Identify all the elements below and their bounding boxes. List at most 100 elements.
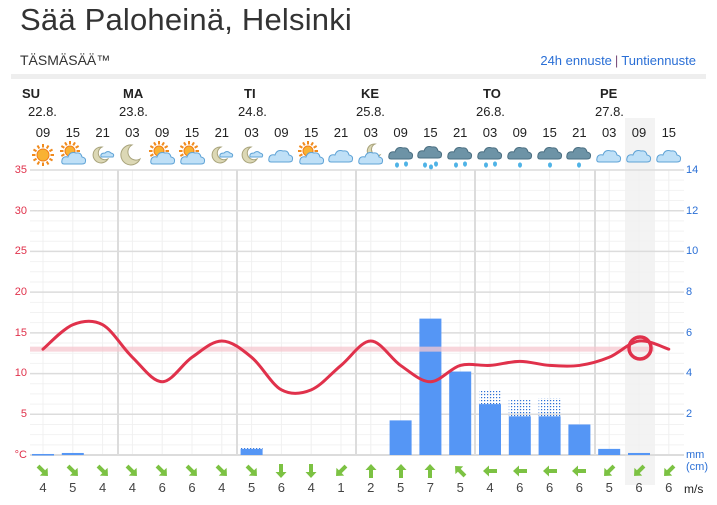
- wind-cell: 5: [386, 463, 416, 495]
- wind-speed: 5: [247, 480, 256, 495]
- day-date: 23.8.: [119, 104, 148, 119]
- wind-speed: 6: [665, 480, 673, 495]
- day-date: 25.8.: [356, 104, 385, 119]
- rain-cloud-icon: [476, 142, 504, 168]
- partly-cloudy-sun-icon: [297, 141, 325, 168]
- unit-mm-label: mm: [686, 449, 705, 461]
- page-title: Sää Paloheinä, Helsinki: [20, 2, 353, 37]
- wind-speed: 6: [516, 480, 524, 495]
- cloud-icon: [327, 142, 355, 168]
- day-date: 24.8.: [238, 104, 267, 119]
- wind-arrow-icon: [564, 463, 594, 479]
- hour-label: 15: [184, 125, 200, 140]
- wind-cell: 4: [296, 463, 326, 495]
- wind-cell: 2: [356, 463, 386, 495]
- wind-arrow-icon: [207, 463, 237, 479]
- moon-icon: [118, 142, 146, 168]
- wind-arrow-icon: [445, 463, 475, 479]
- rain-cloud-icon: [387, 142, 415, 168]
- wind-arrow-icon: [475, 463, 505, 479]
- rain-cloud-icon: [446, 142, 474, 168]
- day-date: 22.8.: [28, 104, 57, 119]
- hour-label: 03: [244, 125, 259, 140]
- day-label: TI: [244, 86, 256, 101]
- wind-cell: 6: [147, 463, 177, 495]
- hour-label: 15: [303, 125, 319, 140]
- light-rain-cloud-icon: [565, 142, 593, 168]
- wind-arrow-icon: [266, 463, 296, 479]
- day-label: PE: [600, 86, 618, 101]
- hour-label: 09: [512, 125, 528, 140]
- wind-arrow-icon: [88, 463, 118, 479]
- moon-cloud-icon: [208, 142, 236, 168]
- wind-cell: 5: [58, 463, 88, 495]
- light-rain-cloud-icon: [536, 142, 564, 168]
- day-label: KE: [361, 86, 380, 101]
- wind-speed: 6: [545, 480, 554, 495]
- y-tick-left: 15: [14, 327, 27, 339]
- unit-cm-label: (cm): [686, 461, 708, 473]
- day-date: 27.8.: [595, 104, 624, 119]
- wind-cell: 6: [177, 463, 207, 495]
- hour-label: 09: [393, 125, 408, 140]
- moon-cloud-icon: [89, 142, 117, 168]
- link-hourly-forecast[interactable]: Tuntiennuste: [621, 53, 696, 68]
- y-tick-left: 10: [14, 367, 27, 379]
- wind-speed: 4: [486, 480, 494, 495]
- wind-arrow-icon: [177, 463, 207, 479]
- wind-speed: 5: [456, 480, 464, 495]
- wind-cell: 6: [535, 463, 565, 495]
- wind-cell: 1: [326, 463, 356, 495]
- hour-label: 09: [274, 125, 289, 140]
- y-tick-right: 8: [686, 286, 693, 298]
- y-tick-left: 5: [20, 408, 27, 420]
- y-unit-mm: mm (cm): [686, 449, 708, 473]
- wind-cell: 7: [415, 463, 445, 495]
- cloud-icon: [595, 142, 623, 168]
- wind-arrow-icon: [326, 463, 356, 479]
- wind-cell: 4: [28, 463, 58, 495]
- wind-speed: 4: [218, 480, 226, 495]
- y-tick-left: 30: [14, 205, 27, 217]
- day-label: TO: [483, 86, 501, 101]
- wind-speed: 6: [158, 480, 166, 495]
- header-divider: [11, 74, 706, 79]
- product-name: TÄSMÄSÄÄ™: [20, 52, 111, 68]
- wind-cell: 4: [117, 463, 147, 495]
- wind-arrow-icon: [594, 463, 624, 479]
- link-24h-forecast[interactable]: 24h ennuste: [540, 53, 612, 68]
- wind-arrow-icon: [147, 463, 177, 479]
- y-tick-right: 14: [686, 164, 699, 176]
- wind-speed: 6: [277, 480, 285, 495]
- hour-label: 03: [125, 125, 140, 140]
- y-tick-left: 20: [14, 286, 27, 298]
- wind-arrow-icon: [535, 463, 565, 479]
- day-label: MA: [123, 86, 144, 101]
- cloud-icon: [625, 142, 653, 168]
- wind-speed: 6: [575, 480, 583, 495]
- wind-speed: 6: [635, 480, 643, 495]
- partly-cloudy-sun-icon: [148, 141, 176, 168]
- hour-label: 03: [601, 125, 617, 140]
- wind-speed: 6: [188, 480, 196, 495]
- wind-cell: 4: [88, 463, 118, 495]
- wind-cell: 6: [505, 463, 535, 495]
- wind-cell: 6: [654, 463, 684, 495]
- wind-cell: 6: [624, 463, 654, 495]
- wind-speed: 4: [98, 480, 107, 495]
- y-tick-right: 10: [686, 245, 699, 257]
- hour-label: 21: [452, 125, 468, 140]
- y-tick-right: 6: [686, 327, 693, 339]
- wind-arrow-icon: [356, 463, 386, 479]
- hour-label: 03: [482, 125, 498, 140]
- wind-arrow-icon: [654, 463, 684, 479]
- wind-unit: m/s: [684, 482, 704, 496]
- wind-arrow-icon: [58, 463, 88, 479]
- y-tick-right: 12: [686, 205, 699, 217]
- wind-arrow-icon: [415, 463, 445, 479]
- wind-speed: 2: [367, 480, 375, 495]
- hour-label: 21: [214, 125, 230, 140]
- y-tick-left: 25: [14, 245, 27, 257]
- hour-label: 21: [333, 125, 349, 140]
- hour-label: 15: [661, 125, 677, 140]
